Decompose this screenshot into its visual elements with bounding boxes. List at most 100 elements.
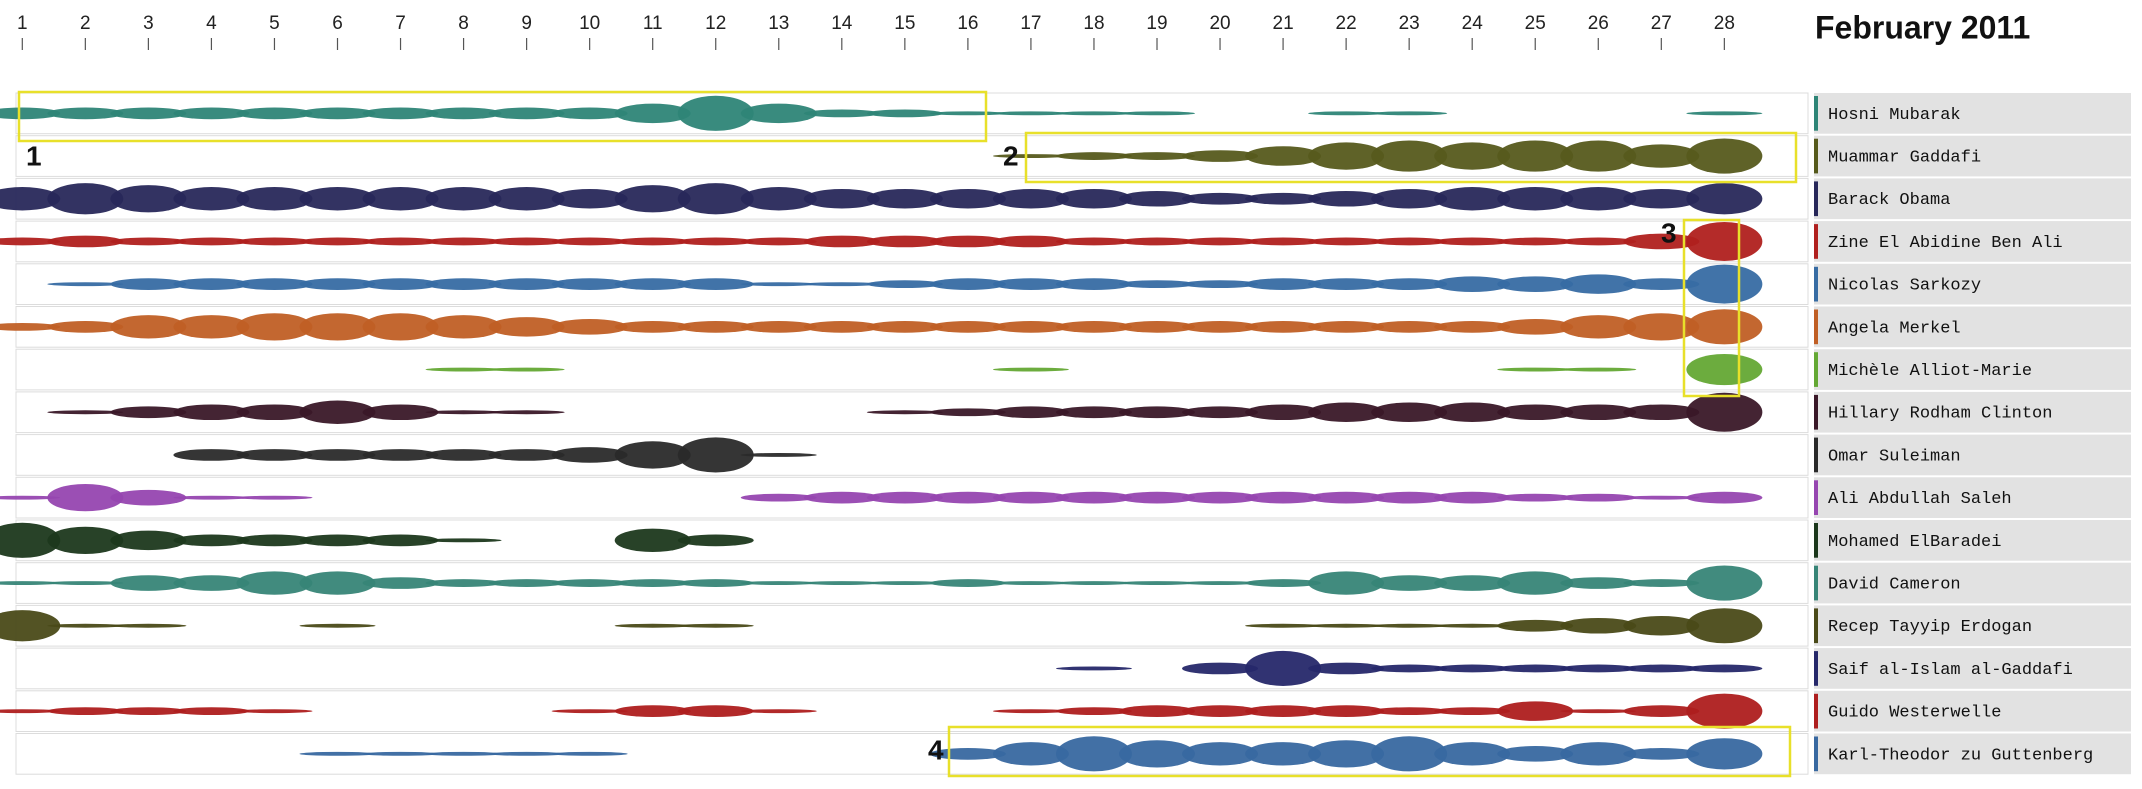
stream-segment: [425, 107, 502, 120]
stream-segment: [173, 575, 250, 591]
stream-segment: [992, 111, 1069, 116]
legend-label: Nicolas Sarkozy: [1828, 277, 1981, 296]
x-tick-label: 11: [643, 13, 663, 34]
stream-segment: [929, 321, 1006, 333]
stream-segment: [1308, 402, 1385, 422]
stream-segment: [1308, 662, 1385, 675]
stream-segment: [1686, 264, 1763, 304]
stream-segment: [173, 707, 250, 716]
label-panel: [1814, 178, 2131, 220]
stream-segment: [1055, 111, 1132, 116]
stream-segment: [1371, 623, 1448, 628]
stream-segment: [614, 103, 691, 124]
stream-segment: [992, 235, 1069, 248]
stream-segment: [551, 319, 628, 335]
stream-segment: [1245, 404, 1322, 421]
stream-segment: [299, 187, 376, 211]
stream-segment: [299, 107, 376, 120]
x-tick-label: 17: [1020, 13, 1041, 34]
stream-segment: [1434, 491, 1511, 504]
stream-segment: [425, 751, 502, 756]
stream-segment: [677, 623, 754, 628]
stream-segment: [362, 237, 439, 246]
legend-swatch: [1814, 352, 1818, 387]
label-panel: [1814, 221, 2131, 262]
stream-segment: [866, 235, 943, 248]
stream-segment: [677, 183, 754, 215]
stream-segment: [1686, 664, 1763, 673]
stream-segment: [1686, 693, 1763, 729]
stream-segment: [1434, 321, 1511, 333]
stream-segment: [677, 237, 754, 246]
x-tick-label: 10: [579, 13, 600, 34]
highlight-box: [1682, 218, 1741, 398]
stream-segment: [803, 321, 880, 333]
legend-swatch: [1814, 181, 1818, 217]
stream-segment: [1497, 276, 1574, 292]
legend-swatch: [1814, 608, 1818, 644]
stream-segment: [614, 705, 691, 718]
stream-segment: [299, 623, 376, 628]
stream-segment: [1245, 146, 1322, 166]
stream-segment: [0, 709, 61, 714]
stream-segment: [488, 278, 565, 290]
stream-segment: [299, 237, 376, 246]
stream-segment: [803, 581, 880, 585]
legend-label: Omar Suleiman: [1828, 447, 1961, 466]
stream-segment: [110, 185, 187, 213]
x-tick-label: 9: [521, 13, 532, 34]
stream-segment: [299, 571, 376, 595]
x-tick-label: 7: [395, 13, 406, 34]
stream-segment: [47, 581, 124, 585]
stream-segment: [236, 709, 313, 714]
stream-segment: [929, 408, 1006, 417]
stream-segment: [362, 107, 439, 120]
stream-segment: [1308, 321, 1385, 333]
label-panel: [1814, 349, 2131, 390]
stream-segment: [1182, 280, 1259, 289]
legend-swatch: [1814, 523, 1818, 558]
stream-segment: [362, 404, 439, 421]
legend-label: Saif al-Islam al-Gaddafi: [1828, 661, 2073, 680]
stream-segment: [488, 410, 565, 415]
stream-segment: [47, 107, 124, 120]
stream-segment: [1371, 402, 1448, 422]
stream-segment: [1434, 276, 1511, 292]
legend-label: Barack Obama: [1828, 191, 1950, 210]
stream-segment: [1623, 233, 1700, 250]
label-panel: [1814, 434, 2131, 476]
highlight-box: [1024, 131, 1798, 184]
legend-swatch: [1814, 736, 1818, 772]
legend-swatch: [1814, 394, 1818, 430]
stream-segment: [488, 237, 565, 246]
legend-label: Ali Abdullah Saleh: [1828, 490, 2012, 509]
annotations: 1 2 3 4: [17, 90, 1798, 778]
stream-segment: [992, 154, 1069, 158]
stream-segment: [1245, 579, 1322, 587]
highlight-box: [947, 725, 1792, 778]
x-tick-label: 27: [1651, 13, 1672, 34]
stream-segment: [929, 235, 1006, 248]
stream-segment: [1686, 221, 1763, 261]
x-tick-label: 28: [1714, 13, 1735, 34]
stream-segment: [1119, 111, 1196, 116]
stream-segment: [992, 278, 1069, 290]
stream-segment: [299, 534, 376, 547]
x-tick-label: 3: [143, 13, 154, 34]
stream-segment: [740, 493, 817, 502]
label-panel: [1814, 562, 2131, 604]
legend-swatch: [1814, 96, 1818, 131]
stream-segment: [1182, 705, 1259, 718]
stream-segment: [362, 187, 439, 211]
x-tick-label: 22: [1336, 13, 1357, 34]
stream-segment: [1371, 111, 1448, 116]
stream-segment: [1560, 274, 1637, 294]
stream-segment: [1119, 581, 1196, 585]
x-tick-label: 4: [206, 13, 217, 34]
stream-segment: [1434, 707, 1511, 716]
stream-segment: [992, 742, 1069, 766]
stream-segment: [1119, 280, 1196, 289]
stream-segment: [1623, 495, 1700, 500]
stream-segment: [677, 534, 754, 547]
stream-segment: [173, 449, 250, 461]
